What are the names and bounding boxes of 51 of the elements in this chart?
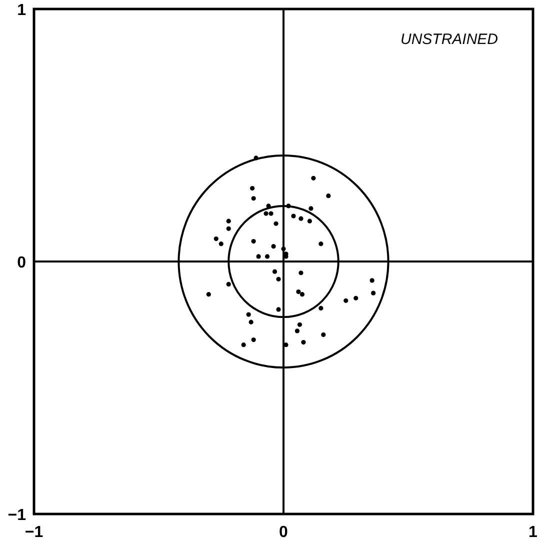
point [250, 186, 255, 191]
x-tick-label: 0 [279, 524, 288, 541]
point [254, 156, 258, 160]
point [276, 307, 281, 312]
point [246, 312, 251, 317]
point [291, 214, 296, 218]
point [281, 246, 286, 252]
point [274, 221, 278, 226]
point [321, 332, 326, 338]
y-tick-label: 0 [17, 254, 26, 272]
point [371, 290, 376, 296]
point [226, 226, 231, 231]
point [294, 328, 300, 334]
point [298, 216, 304, 221]
point [296, 290, 301, 294]
point [226, 218, 231, 224]
point [300, 292, 305, 297]
point [276, 276, 281, 282]
point [264, 254, 270, 259]
point [286, 204, 291, 208]
point [318, 242, 324, 246]
point [251, 337, 256, 342]
point [266, 204, 271, 208]
point [248, 320, 254, 324]
point [251, 196, 256, 201]
point [268, 211, 274, 216]
point [311, 176, 316, 180]
point [308, 206, 314, 211]
point [318, 306, 324, 311]
point [264, 211, 268, 216]
point [354, 296, 358, 300]
point [297, 322, 302, 327]
point [206, 292, 211, 297]
point [301, 340, 306, 345]
point [218, 242, 224, 246]
point [370, 278, 374, 283]
point [251, 239, 256, 244]
point [326, 194, 331, 198]
y-tick-label: −1 [8, 507, 26, 524]
annotation: UNSTRAINED [400, 31, 498, 48]
y-tick-label: 1 [17, 2, 26, 19]
point [271, 244, 276, 249]
point [241, 342, 246, 348]
point [272, 269, 278, 274]
x-tick-label: 1 [528, 524, 538, 541]
point [226, 282, 231, 287]
point [298, 270, 304, 276]
point [307, 218, 312, 224]
point [344, 298, 348, 303]
point [214, 236, 218, 242]
point [256, 254, 261, 259]
